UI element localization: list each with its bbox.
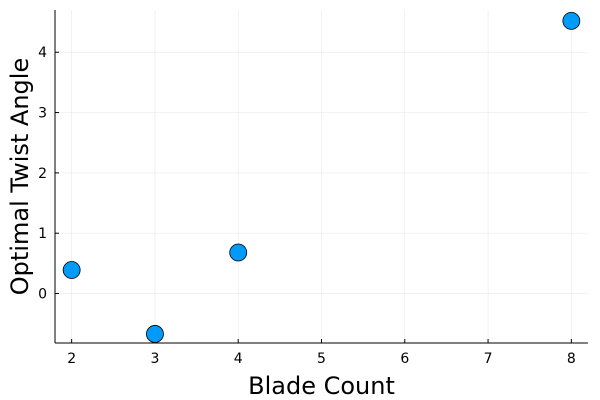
data-point: [562, 11, 581, 30]
x-tick-label: 3: [150, 351, 159, 367]
y-tick-label: 1: [38, 226, 47, 242]
x-tick-label: 5: [317, 351, 326, 367]
data-point: [62, 261, 81, 279]
y-tick-label: 2: [38, 166, 47, 182]
y-ticks: 0 1 2 3 4: [38, 45, 59, 303]
y-tick-label: 3: [38, 106, 47, 122]
y-tick-label: 0: [38, 287, 47, 303]
grid: [55, 10, 588, 343]
x-tick-label: 2: [67, 351, 76, 367]
x-ticks: 2 3 4 5 6 7 8: [67, 339, 576, 367]
data-point: [229, 243, 248, 262]
x-axis-title: Blade Count: [248, 372, 395, 400]
x-tick-label: 6: [400, 351, 409, 367]
y-axis-title: Optimal Twist Angle: [6, 58, 34, 295]
x-tick-label: 8: [567, 351, 576, 367]
data-points: [62, 11, 581, 343]
x-tick-label: 7: [484, 351, 493, 367]
data-point: [146, 325, 164, 343]
y-tick-label: 4: [38, 45, 47, 61]
x-tick-label: 4: [234, 351, 243, 367]
